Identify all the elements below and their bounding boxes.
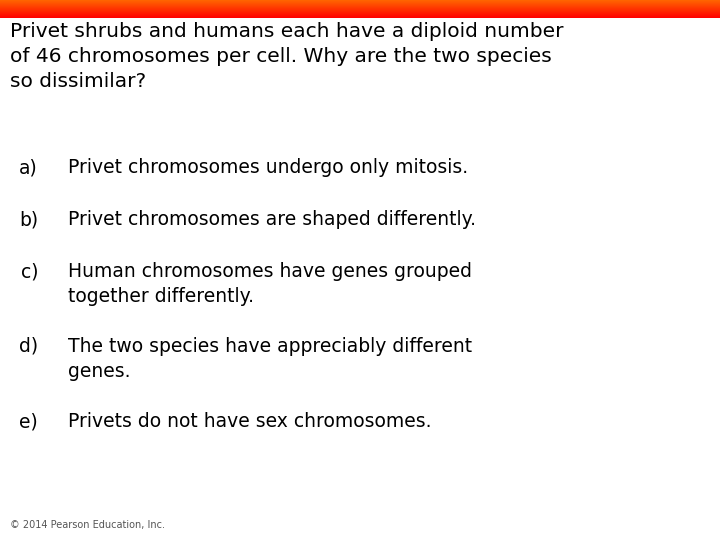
Text: The two species have appreciably different
genes.: The two species have appreciably differe… [68,337,472,381]
Text: Human chromosomes have genes grouped
together differently.: Human chromosomes have genes grouped tog… [68,262,472,306]
Text: Privets do not have sex chromosomes.: Privets do not have sex chromosomes. [68,412,431,431]
Text: © 2014 Pearson Education, Inc.: © 2014 Pearson Education, Inc. [10,520,165,530]
Text: Privet chromosomes are shaped differently.: Privet chromosomes are shaped differentl… [68,210,476,229]
Text: b): b) [19,210,38,229]
Text: c): c) [20,262,38,281]
Text: a): a) [19,158,38,177]
Text: Privet chromosomes undergo only mitosis.: Privet chromosomes undergo only mitosis. [68,158,468,177]
Text: d): d) [19,337,38,356]
Text: e): e) [19,412,38,431]
Text: Privet shrubs and humans each have a diploid number
of 46 chromosomes per cell. : Privet shrubs and humans each have a dip… [10,22,564,91]
